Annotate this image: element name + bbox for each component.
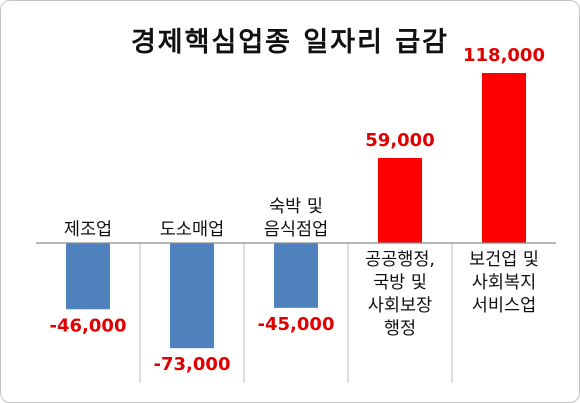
category-label-1: 제조업 [64, 220, 112, 240]
category-label-2: 도소매업 [160, 220, 224, 240]
category-label-line: 공공행정, [365, 250, 435, 270]
category-label-line: 제조업 [64, 220, 112, 240]
category-label-line: 보건업 및 [469, 250, 539, 270]
bar-3 [274, 243, 318, 308]
chart-title: 경제핵심업종 일자리 급감 [130, 27, 450, 58]
data-label-2: -73,000 [154, 354, 231, 375]
category-label-line: 사회복지 [472, 273, 536, 293]
category-label-line: 사회보장 [368, 296, 432, 316]
data-label-5: 118,000 [463, 45, 545, 66]
category-label-line: 숙박 및 [269, 197, 323, 217]
category-label-line: 음식점업 [264, 220, 328, 240]
category-label-line: 국방 및 [373, 273, 427, 293]
data-label-3: -45,000 [258, 314, 335, 335]
bar-4 [378, 158, 422, 243]
bar-5 [482, 73, 526, 243]
category-label-line: 도소매업 [160, 220, 224, 240]
category-label-line: 행정 [384, 319, 416, 339]
data-label-4: 59,000 [365, 130, 434, 151]
data-label-1: -46,000 [50, 315, 127, 336]
bar-1 [66, 243, 110, 310]
bar-2 [170, 243, 214, 349]
category-label-line: 서비스업 [472, 296, 536, 316]
